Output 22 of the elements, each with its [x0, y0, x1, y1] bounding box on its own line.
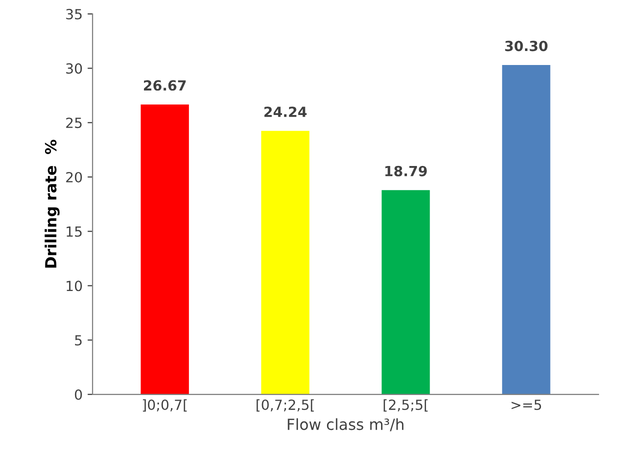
y-tick-label: 15	[66, 226, 82, 237]
y-tick-label: 10	[66, 280, 82, 292]
x-tick-label: [2,5;5[	[384, 399, 428, 412]
x-axis-title: Flow class m³/h	[288, 418, 404, 432]
y-tick-label: 30	[66, 63, 82, 74]
bar	[140, 104, 189, 394]
y-tick-label: 25	[66, 118, 82, 128]
data-label: 26.67	[144, 80, 186, 91]
x-tick-label: [0,7;2,5[	[256, 399, 314, 412]
y-tick-label: 5	[75, 335, 82, 346]
y-tick-label: 0	[74, 389, 82, 400]
y-axis-title: Drilling rate %	[44, 140, 60, 268]
data-label: 24.24	[264, 106, 307, 117]
data-label: 18.79	[385, 166, 427, 176]
bar	[382, 190, 430, 394]
y-tick-label: 20	[66, 172, 82, 182]
y-tick-label: 35	[66, 8, 82, 20]
x-tick-label: >=5	[512, 400, 542, 410]
x-tick-label: ]0;0,7[	[142, 399, 187, 412]
bar	[261, 130, 310, 394]
data-label: 30.30	[505, 40, 548, 52]
bar	[502, 65, 550, 394]
